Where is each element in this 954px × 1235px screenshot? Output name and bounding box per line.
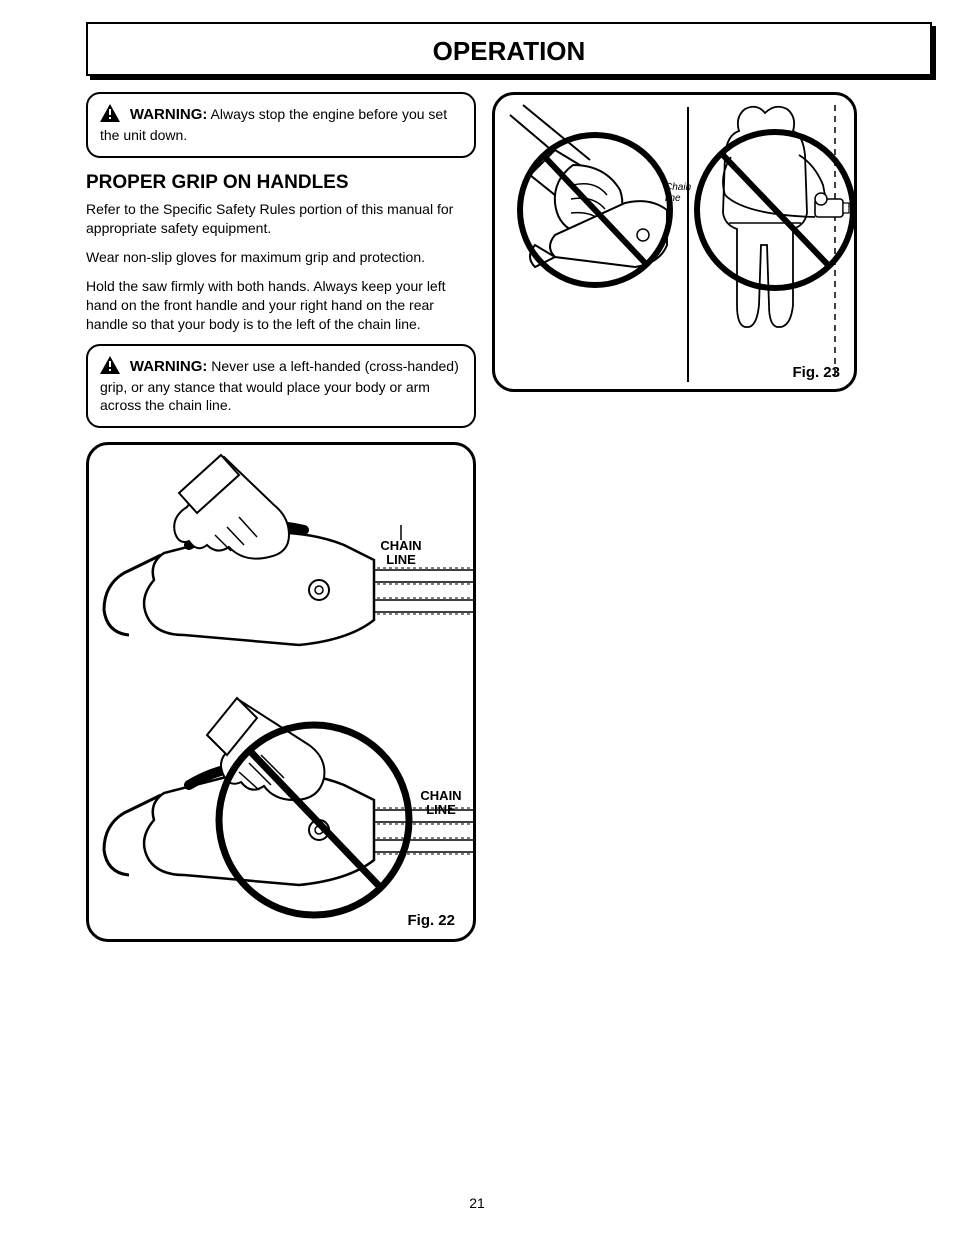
svg-text:LINE: LINE (426, 802, 456, 817)
page-number: 21 (0, 1195, 954, 1211)
warning-icon (100, 356, 120, 378)
proper-grip-p1: Refer to the Specific Safety Rules porti… (86, 200, 476, 238)
svg-text:CHAIN: CHAIN (380, 538, 421, 553)
section-title-proper-grip: PROPER GRIP ON HANDLES (86, 172, 476, 194)
proper-grip-p2: Wear non-slip gloves for maximum grip an… (86, 248, 476, 267)
warning-box-2: WARNING: Never use a left-handed (cross-… (86, 344, 476, 429)
svg-text:CHAIN: CHAIN (420, 788, 461, 803)
fig23-illustration: Chain line (495, 95, 854, 389)
page-banner: OPERATION (86, 22, 932, 76)
fig22-caption: Fig. 22 (407, 912, 455, 929)
warning-label: WARNING: (130, 106, 208, 123)
figure-23: Chain line (492, 92, 857, 392)
manual-page: OPERATION WARNING: Always stop the engin… (0, 0, 954, 1235)
warning-box-1: WARNING: Always stop the engine before y… (86, 92, 476, 158)
banner-title: OPERATION (433, 36, 586, 66)
figure-divider (687, 107, 689, 382)
svg-text:LINE: LINE (386, 552, 416, 567)
fig22-illustration: CHAIN LINE (89, 445, 473, 939)
proper-grip-p3: Hold the saw firmly with both hands. Alw… (86, 277, 476, 334)
warning-icon (100, 104, 120, 126)
left-column: WARNING: Always stop the engine before y… (86, 92, 476, 942)
fig23-caption: Fig. 23 (792, 364, 840, 381)
figure-22: CHAIN LINE (86, 442, 476, 942)
warning-label: WARNING: (130, 358, 208, 375)
right-column: Chain line (492, 92, 857, 392)
